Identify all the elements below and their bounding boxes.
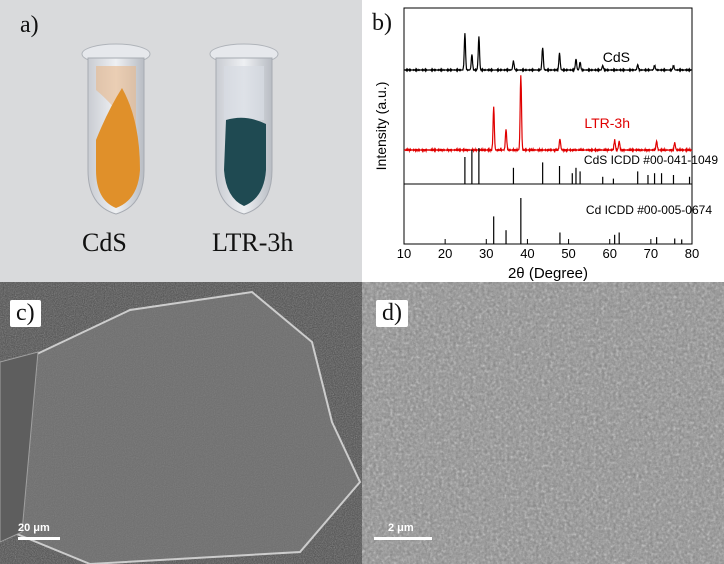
sem-image-c (0, 282, 362, 564)
sem-image-d (362, 282, 724, 564)
y-axis-label: Intensity (a.u.) (373, 82, 389, 171)
ref-label-0: CdS ICDD #00-041-1049 (584, 153, 718, 167)
x-tick-label: 40 (520, 246, 534, 261)
x-axis-label: 2θ (Degree) (508, 265, 588, 282)
x-tick-label: 70 (644, 246, 658, 261)
plot-frame (403, 7, 693, 245)
panel-b-label: b) (372, 10, 392, 36)
series-line-1 (403, 75, 693, 154)
tube-caption-ltr: LTR-3h (212, 228, 294, 257)
scale-bar-c: 20 μm (18, 522, 60, 540)
x-tick-label: 30 (479, 246, 493, 261)
ref-label-1: Cd ICDD #00-005-0674 (586, 203, 712, 217)
scale-bar-d: 2 μm (374, 522, 432, 540)
series-label-1: LTR-3h (584, 115, 630, 131)
tubes-illustration (81, 43, 279, 215)
tube-caption-cds: CdS (82, 228, 127, 257)
series-line-0 (403, 33, 693, 73)
xrd-chart: 10 20 30 40 50 60 70 80 CdS LTR-3h CdS ICDD #00-… (373, 7, 718, 282)
x-tick-label: 80 (685, 246, 699, 261)
scale-bar-d-text: 2 μm (388, 522, 414, 534)
panel-b-chart: b) 10 20 30 40 50 60 70 80 CdS LTR-3h CdS ICDD #… (362, 0, 724, 282)
tube-ltr (209, 43, 279, 215)
series-label-0: CdS (603, 49, 630, 65)
panel-c-label: c) (10, 300, 41, 327)
x-tick-label: 60 (602, 246, 616, 261)
panel-a-photo: a) CdS LTR-3h (0, 0, 362, 282)
panel-a-label: a) (20, 12, 39, 38)
panel-d-label: d) (376, 300, 408, 327)
tube-cds (81, 43, 151, 215)
x-tick-label: 10 (397, 246, 411, 261)
scale-bar-c-text: 20 μm (18, 522, 50, 534)
x-tick-label: 50 (561, 246, 575, 261)
x-tick-label: 20 (438, 246, 452, 261)
panel-d-sem: d) 2 μm (362, 282, 724, 564)
panel-c-sem: c) 20 μm (0, 282, 362, 564)
